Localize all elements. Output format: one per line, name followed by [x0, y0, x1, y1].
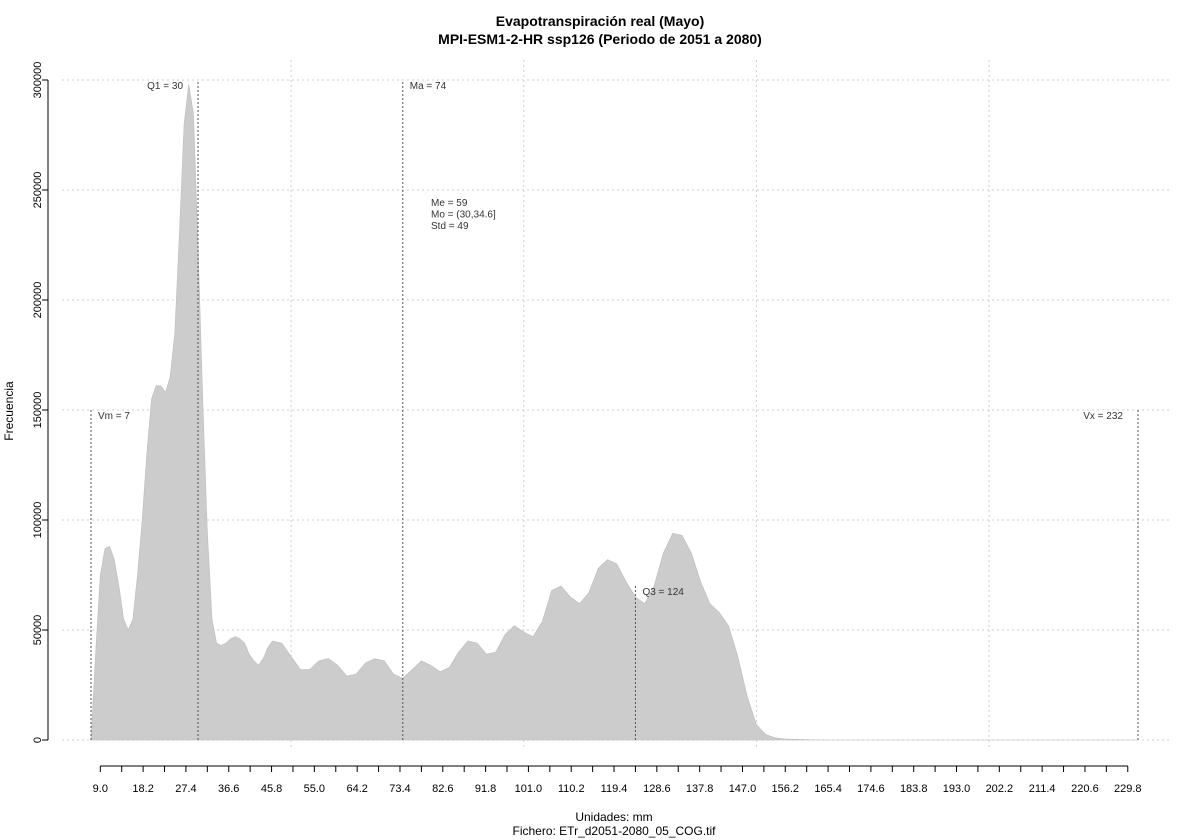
- stat-line-label: Vm = 7: [98, 411, 130, 422]
- x-tick-label: 27.4: [175, 783, 196, 795]
- x-tick-label: 183.8: [900, 783, 928, 795]
- x-tick-label: 165.4: [814, 783, 842, 795]
- y-tick-label: 250000: [32, 172, 44, 209]
- y-tick-label: 0: [32, 737, 44, 743]
- x-tick-label: 101.0: [515, 783, 543, 795]
- y-tick-label: 100000: [32, 502, 44, 539]
- x-tick-label: 128.6: [643, 783, 671, 795]
- y-axis-label: Frecuencia: [2, 381, 16, 441]
- x-tick-label: 45.8: [261, 783, 282, 795]
- stat-line-label: Q3 = 124: [642, 587, 684, 598]
- stats-line: Mo = (30,34.6]: [431, 210, 496, 221]
- stats-line: Std = 49: [431, 221, 469, 232]
- stats-line: Me = 59: [431, 198, 468, 209]
- x-tick-label: 110.2: [558, 783, 585, 795]
- y-tick-label: 300000: [32, 62, 44, 99]
- x-tick-label: 220.6: [1071, 783, 1099, 795]
- frequency-area: [90, 84, 1138, 741]
- x-tick-label: 193.0: [943, 783, 971, 795]
- stat-lines: Vm = 7 Q1 = 30 Ma = 74 Q3 = 124 Vx = 232: [90, 80, 1139, 740]
- x-tick-label: 55.0: [304, 783, 325, 795]
- x-tick-label: 174.6: [857, 783, 885, 795]
- x-axis-label: Unidades: mm: [575, 810, 652, 824]
- y-tick-label: 200000: [32, 282, 44, 319]
- stat-line-label: Ma = 74: [410, 81, 447, 92]
- x-tick-label: 9.0: [93, 783, 108, 795]
- x-axis-ticks: 9.0 18.2 27.4 36.6 45.8 55.0 64.2 73.4 82.6 91.8 1…: [93, 766, 1142, 795]
- y-tick-label: 150000: [32, 392, 44, 429]
- y-tick-label: 50000: [32, 615, 44, 646]
- x-tick-label: 156.2: [772, 783, 800, 795]
- x-tick-label: 137.8: [686, 783, 714, 795]
- x-tick-label: 64.2: [346, 783, 367, 795]
- x-tick-label: 73.4: [389, 783, 410, 795]
- chart-title: Evapotranspiración real (Mayo): [496, 13, 705, 29]
- x-tick-label: 211.4: [1029, 783, 1056, 795]
- x-tick-label: 147.0: [729, 783, 757, 795]
- x-tick-label: 91.8: [475, 783, 496, 795]
- footer-filename: Fichero: ETr_d2051-2080_05_COG.tif: [513, 824, 717, 838]
- x-tick-label: 119.4: [601, 783, 628, 795]
- x-tick-label: 202.2: [986, 783, 1014, 795]
- stat-line-label: Vx = 232: [1083, 411, 1123, 422]
- chart-subtitle: MPI-ESM1-2-HR ssp126 (Periodo de 2051 a …: [438, 31, 762, 47]
- x-tick-label: 36.6: [218, 783, 239, 795]
- x-tick-label: 229.8: [1114, 783, 1142, 795]
- stat-line-label: Q1 = 30: [147, 81, 183, 92]
- x-tick-label: 82.6: [432, 783, 453, 795]
- y-axis-ticks: 0 50000 100000 150000 200000 250000 300000: [32, 62, 48, 743]
- x-tick-label: 18.2: [132, 783, 153, 795]
